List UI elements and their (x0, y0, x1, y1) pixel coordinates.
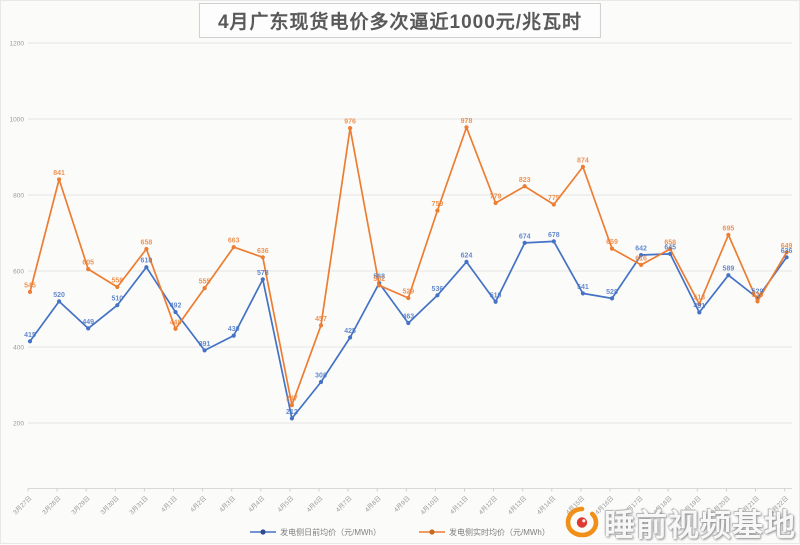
svg-text:658: 658 (141, 239, 153, 246)
svg-text:529: 529 (752, 288, 764, 295)
svg-text:528: 528 (606, 289, 618, 296)
svg-text:3月28日: 3月28日 (41, 494, 63, 516)
svg-text:800: 800 (13, 193, 24, 200)
svg-text:425: 425 (344, 328, 356, 335)
svg-text:463: 463 (402, 314, 414, 321)
svg-text:492: 492 (170, 303, 182, 310)
svg-text:529: 529 (402, 288, 414, 295)
svg-text:4月8日: 4月8日 (363, 494, 383, 514)
svg-text:3月27日: 3月27日 (11, 494, 33, 516)
svg-text:4月3日: 4月3日 (218, 494, 238, 514)
svg-text:562: 562 (373, 276, 385, 283)
svg-text:520: 520 (53, 292, 65, 299)
legend-label-day-ahead: 发电侧日前均价（元/MWh） (280, 527, 381, 537)
svg-text:1000: 1000 (10, 117, 25, 124)
svg-text:779: 779 (490, 193, 502, 200)
svg-text:4月2日: 4月2日 (188, 494, 208, 514)
svg-text:3月29日: 3月29日 (70, 494, 92, 516)
svg-text:636: 636 (781, 248, 793, 255)
day-ahead-line-marker-icon (250, 529, 277, 535)
svg-text:589: 589 (723, 266, 735, 273)
legend-label-real-time: 发电侧实时均价（元/MWh） (449, 527, 550, 537)
svg-text:616: 616 (635, 255, 647, 262)
svg-text:1200: 1200 (10, 41, 25, 48)
chart-title: 4月广东现货电价多次逼近1000元/兆瓦时 (198, 3, 602, 38)
svg-text:674: 674 (519, 233, 531, 240)
svg-text:448: 448 (170, 319, 182, 326)
svg-text:3月30日: 3月30日 (99, 494, 121, 516)
svg-text:4月19日: 4月19日 (681, 494, 703, 516)
svg-text:4月22日: 4月22日 (768, 494, 790, 516)
svg-text:610: 610 (141, 258, 153, 265)
legend-item-day-ahead: 发电侧日前均价（元/MWh） (250, 527, 381, 538)
svg-text:4月14日: 4月14日 (535, 494, 557, 516)
svg-text:841: 841 (53, 170, 65, 177)
svg-text:4月9日: 4月9日 (392, 494, 412, 514)
svg-text:430: 430 (228, 326, 240, 333)
svg-text:415: 415 (24, 332, 36, 339)
svg-text:4月1日: 4月1日 (159, 494, 179, 514)
svg-text:4月12日: 4月12日 (477, 494, 499, 516)
svg-text:400: 400 (13, 345, 24, 352)
svg-text:4月13日: 4月13日 (506, 494, 528, 516)
svg-text:568: 568 (373, 274, 385, 281)
svg-text:624: 624 (461, 252, 473, 259)
svg-text:976: 976 (344, 119, 356, 126)
svg-text:4月16日: 4月16日 (593, 494, 615, 516)
svg-text:545: 545 (24, 282, 36, 289)
svg-text:4月6日: 4月6日 (305, 494, 325, 514)
svg-text:519: 519 (490, 292, 502, 299)
svg-text:4月17日: 4月17日 (623, 494, 645, 516)
svg-text:4月20日: 4月20日 (710, 494, 732, 516)
svg-text:555: 555 (199, 279, 211, 286)
svg-text:4月4日: 4月4日 (247, 494, 267, 514)
svg-text:541: 541 (577, 284, 589, 291)
svg-text:536: 536 (432, 286, 444, 293)
svg-text:4月10日: 4月10日 (419, 494, 441, 516)
svg-text:3月31日: 3月31日 (128, 494, 150, 516)
svg-text:4月7日: 4月7日 (334, 494, 354, 514)
svg-text:600: 600 (13, 269, 24, 276)
svg-text:658: 658 (664, 239, 676, 246)
svg-text:513: 513 (693, 295, 705, 302)
svg-text:645: 645 (664, 244, 676, 251)
svg-text:4月11日: 4月11日 (448, 494, 470, 516)
svg-text:4月5日: 4月5日 (276, 494, 296, 514)
svg-text:200: 200 (13, 421, 24, 428)
svg-text:4月21日: 4月21日 (739, 494, 761, 516)
svg-text:775: 775 (548, 195, 560, 202)
svg-text:605: 605 (82, 260, 94, 267)
svg-text:695: 695 (723, 225, 735, 232)
svg-text:578: 578 (257, 270, 269, 277)
legend-item-real-time: 发电侧实时均价（元/MWh） (419, 527, 550, 538)
svg-text:449: 449 (82, 319, 94, 326)
svg-text:649: 649 (781, 243, 793, 250)
svg-text:759: 759 (432, 201, 444, 208)
svg-text:212: 212 (286, 409, 298, 416)
svg-text:520: 520 (752, 292, 764, 299)
svg-text:4月15日: 4月15日 (564, 494, 586, 516)
svg-text:510: 510 (111, 296, 123, 303)
svg-text:642: 642 (635, 246, 647, 253)
svg-text:4月18日: 4月18日 (652, 494, 674, 516)
svg-text:663: 663 (228, 238, 240, 245)
svg-text:874: 874 (577, 157, 589, 164)
svg-text:247: 247 (286, 396, 298, 403)
real-time-line-marker-icon (419, 529, 445, 535)
svg-text:558: 558 (111, 277, 123, 284)
svg-text:391: 391 (199, 341, 211, 348)
chart-legend: 发电侧日前均价（元/MWh） 发电侧实时均价（元/MWh） (0, 524, 800, 540)
svg-text:659: 659 (606, 239, 618, 246)
svg-text:823: 823 (519, 177, 531, 184)
svg-text:978: 978 (461, 118, 473, 125)
svg-text:678: 678 (548, 232, 560, 239)
svg-text:457: 457 (315, 316, 327, 323)
svg-text:636: 636 (257, 248, 269, 255)
svg-text:308: 308 (315, 372, 327, 379)
svg-text:491: 491 (693, 303, 705, 310)
